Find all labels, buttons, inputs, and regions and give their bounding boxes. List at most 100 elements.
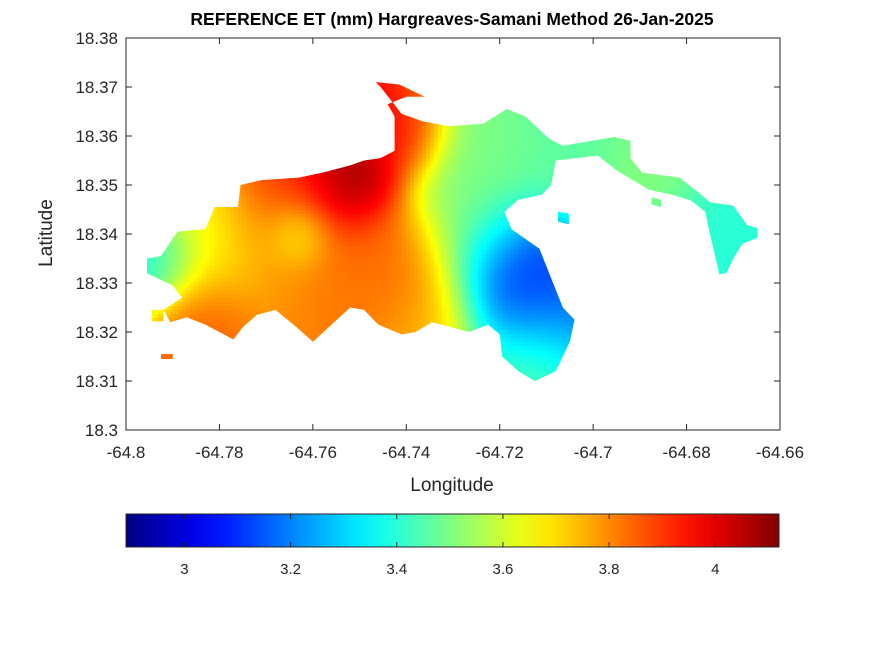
- et-cell: [242, 282, 247, 287]
- et-cell: [198, 282, 203, 287]
- et-cell: [258, 270, 263, 275]
- et-cell: [210, 246, 215, 251]
- et-cell: [202, 314, 207, 319]
- et-cell: [174, 274, 179, 279]
- et-cell: [310, 210, 315, 215]
- et-cell: [190, 246, 195, 251]
- et-cell: [278, 306, 283, 311]
- et-cell: [266, 238, 271, 243]
- et-cell: [314, 246, 319, 251]
- et-cell: [266, 222, 271, 227]
- et-cell: [214, 250, 219, 255]
- et-cell: [210, 322, 215, 327]
- et-cell: [206, 250, 211, 255]
- et-cell: [182, 238, 187, 243]
- et-cell: [162, 266, 167, 271]
- et-cell: [274, 278, 279, 283]
- et-cell: [238, 310, 243, 315]
- et-cell: [270, 298, 275, 303]
- et-cell: [310, 262, 315, 267]
- et-cell: [206, 270, 211, 275]
- et-cell: [182, 234, 187, 239]
- et-cell: [230, 298, 235, 303]
- et-cell: [194, 290, 199, 295]
- et-cell: [242, 190, 247, 195]
- et-cell: [186, 266, 191, 271]
- et-cell: [182, 246, 187, 251]
- et-cell: [266, 234, 271, 239]
- et-cell: [322, 222, 327, 227]
- et-cell: [238, 238, 243, 243]
- et-cell: [326, 318, 331, 323]
- et-cell: [290, 234, 295, 239]
- et-cell: [178, 242, 183, 247]
- et-cell: [182, 294, 187, 299]
- et-cell: [314, 318, 319, 323]
- et-cell: [278, 242, 283, 247]
- et-cell: [294, 230, 299, 235]
- et-cell: [326, 290, 331, 295]
- et-cell: [258, 230, 263, 235]
- et-cell: [306, 230, 311, 235]
- et-cell: [222, 274, 227, 279]
- et-cell: [250, 246, 255, 251]
- et-cell: [182, 286, 187, 291]
- et-cell: [274, 238, 279, 243]
- et-cell: [294, 194, 299, 199]
- et-cell: [218, 286, 223, 291]
- et-cell: [190, 314, 195, 319]
- et-cell: [218, 258, 223, 263]
- et-cell: [226, 286, 231, 291]
- et-cell: [274, 266, 279, 271]
- et-cell: [282, 226, 287, 231]
- et-cell: [294, 250, 299, 255]
- et-cell: [242, 258, 247, 263]
- et-cell: [294, 218, 299, 223]
- et-cell: [250, 254, 255, 259]
- et-cell: [242, 318, 247, 323]
- et-cell: [318, 306, 323, 311]
- et-cell: [282, 182, 287, 187]
- et-cell: [286, 266, 291, 271]
- et-cell: [302, 222, 307, 227]
- et-cell: [170, 258, 175, 263]
- et-cell: [286, 186, 291, 191]
- et-cell: [194, 242, 199, 247]
- et-cell: [170, 302, 175, 307]
- et-cell: [310, 242, 315, 247]
- et-cell: [226, 274, 231, 279]
- et-cell: [186, 310, 191, 315]
- et-cell: [270, 274, 275, 279]
- et-cell: [226, 302, 231, 307]
- et-cell: [314, 198, 319, 203]
- et-cell: [318, 310, 323, 315]
- et-cell: [282, 206, 287, 211]
- et-cell: [294, 198, 299, 203]
- et-cell: [214, 302, 219, 307]
- et-cell: [226, 222, 231, 227]
- et-cell: [174, 302, 179, 307]
- et-cell: [282, 210, 287, 215]
- et-cell: [222, 298, 227, 303]
- et-cell: [262, 182, 267, 187]
- et-cell: [174, 246, 179, 251]
- et-cell: [222, 294, 227, 299]
- et-cell: [310, 238, 315, 243]
- et-cell: [194, 302, 199, 307]
- et-cell: [222, 242, 227, 247]
- et-cell: [254, 206, 259, 211]
- et-cell: [246, 206, 251, 211]
- et-cell: [298, 182, 303, 187]
- et-cell: [270, 190, 275, 195]
- et-cell: [194, 318, 199, 323]
- et-cell: [230, 258, 235, 263]
- et-cell: [170, 242, 175, 247]
- et-cell: [238, 190, 243, 195]
- et-cell: [246, 250, 251, 255]
- et-cell: [214, 246, 219, 251]
- et-cell: [306, 322, 311, 327]
- et-cell: [206, 254, 211, 259]
- et-cell: [302, 234, 307, 239]
- et-cell: [254, 302, 259, 307]
- et-cell: [318, 218, 323, 223]
